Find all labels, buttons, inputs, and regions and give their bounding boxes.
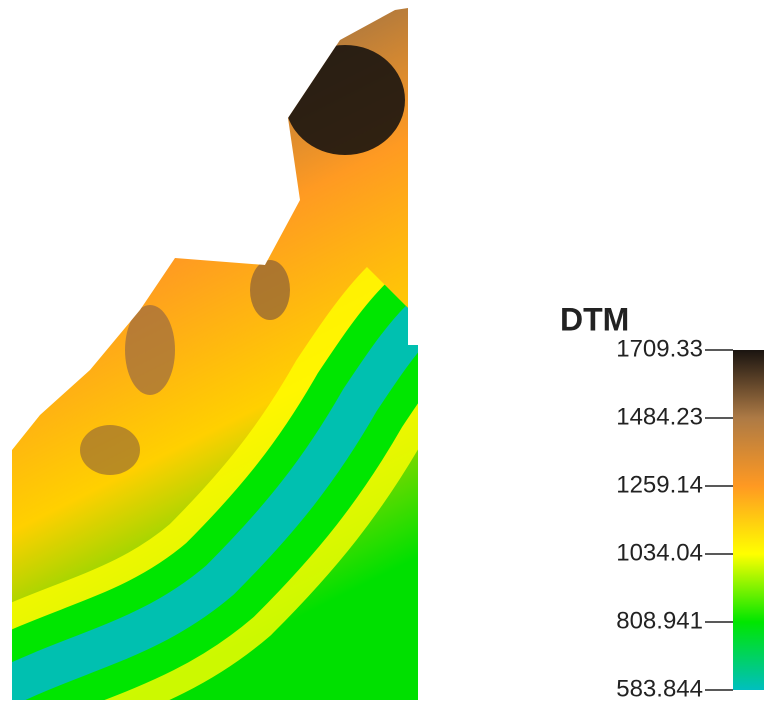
colorbar-tick-label: 583.844 xyxy=(616,675,703,702)
terrain-raster xyxy=(0,0,420,704)
colorbar-tick-label: 1484.23 xyxy=(616,403,703,430)
colorbar-tick-label: 808.941 xyxy=(616,607,703,634)
colorbar xyxy=(733,350,764,690)
colorbar-tick-label: 1709.33 xyxy=(616,335,703,362)
colorbar-tick-label: 1034.04 xyxy=(616,539,703,566)
map-view: DTM 1709.33 1484.23 1259.14 1034.04 808.941 5… xyxy=(0,0,764,704)
legend-title: DTM xyxy=(560,301,629,337)
colorbar-tick-label: 1259.14 xyxy=(616,471,703,498)
